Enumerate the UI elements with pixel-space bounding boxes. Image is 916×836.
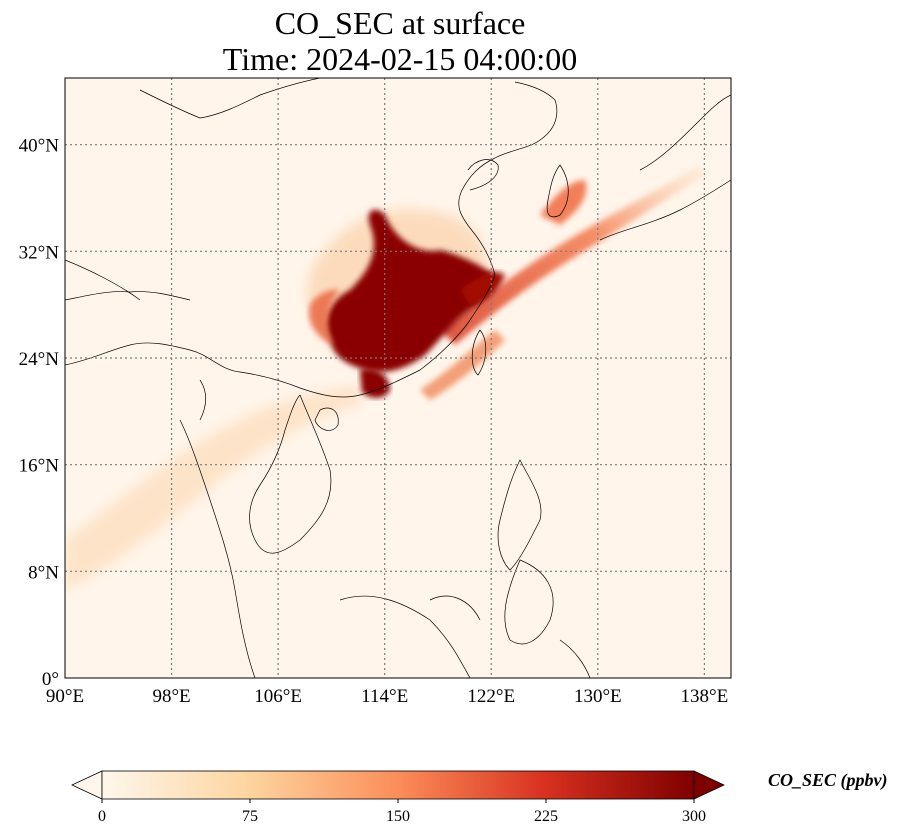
coastlines: [65, 78, 731, 678]
lat-tick-label: 16°N: [19, 456, 60, 477]
colorbar-tick-label: 0: [98, 808, 106, 825]
lon-tick-label: 130°E: [574, 686, 622, 707]
colorbar-extend-max: [693, 770, 725, 800]
colorbar-title: CO_SEC (ppbv): [768, 770, 888, 790]
concentration-core: [326, 209, 496, 372]
gridlines: [65, 78, 731, 678]
colorbar-gradient: [101, 770, 695, 800]
core-pearl-river: [360, 368, 390, 398]
colorbar: 0 75 150 225 300: [71, 770, 725, 825]
lat-tick-label: 32°N: [19, 242, 60, 263]
plume-taiwan-strait: [420, 330, 505, 400]
lat-tick-label: 24°N: [19, 349, 60, 370]
map-subtitle-time: Time: 2024-02-15 04:00:00: [222, 41, 578, 77]
colorbar-tick-label: 75: [242, 808, 258, 825]
latitude-ticks: 0° 8°N 16°N 24°N 32°N 40°N: [19, 136, 60, 690]
colorbar-tick-label: 225: [534, 808, 558, 825]
concentration-field: [65, 78, 731, 678]
longitude-ticks: 90°E 98°E 106°E 114°E 122°E 130°E 138°E: [46, 686, 728, 707]
lon-tick-label: 122°E: [467, 686, 515, 707]
lat-tick-label: 40°N: [19, 136, 60, 157]
lon-tick-label: 114°E: [361, 686, 408, 707]
plume-southwest: [65, 385, 360, 590]
lon-tick-label: 98°E: [152, 686, 190, 707]
lon-tick-label: 106°E: [254, 686, 302, 707]
lat-tick-label: 8°N: [28, 562, 59, 583]
colorbar-tick-label: 300: [682, 808, 706, 825]
plume-northeast: [440, 165, 705, 345]
colorbar-ticks: 0 75 150 225 300: [98, 799, 706, 825]
lat-tick-label: 0°: [42, 669, 59, 690]
lon-tick-label: 90°E: [46, 686, 84, 707]
colorbar-tick-label: 150: [386, 808, 410, 825]
lon-tick-label: 138°E: [681, 686, 729, 707]
core-edge: [309, 289, 340, 345]
map-title: CO_SEC at surface: [274, 5, 526, 41]
core-shanghai: [460, 272, 505, 305]
colorbar-extend-min: [71, 770, 103, 800]
map-frame: [64, 77, 732, 679]
map-background: [65, 78, 731, 678]
plume-korea: [540, 180, 587, 225]
